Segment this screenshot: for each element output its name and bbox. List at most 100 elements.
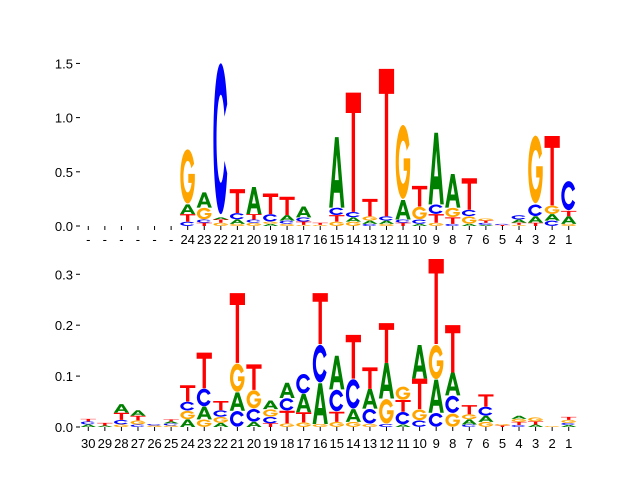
x-tick-label: 7 <box>466 436 473 451</box>
logo-letter-C <box>263 214 277 222</box>
logo-letter-A <box>544 214 560 221</box>
logo-letter-A <box>561 424 577 427</box>
logo-letter-A <box>461 419 477 425</box>
logo-letter-G <box>478 218 494 221</box>
logo-letter-A <box>213 217 229 220</box>
y-tick-label: 0.2 <box>55 318 73 333</box>
logo-letter-T <box>312 293 328 345</box>
logo-letter-G <box>345 221 361 226</box>
x-tick-label: 16 <box>313 436 327 451</box>
logo-letter-C <box>362 223 377 226</box>
logo-panel-bottom: 0.00.10.20.330 29 28 27 26 25 24 23 22 21 20 19 18 17… <box>55 259 577 451</box>
logo-letter-G <box>362 424 378 427</box>
logo-letter-T <box>411 185 428 207</box>
logo-letter-T <box>279 410 295 424</box>
x-tick-label: 5 <box>499 436 506 451</box>
logo-letter-A <box>312 383 328 424</box>
x-tick-label: 21 <box>230 436 244 451</box>
logo-letter-C <box>461 209 476 217</box>
logo-letter-T <box>494 425 511 427</box>
x-tick-label: 30 <box>81 436 95 451</box>
x-tick-label: 22 <box>214 436 228 451</box>
logo-letter-C <box>229 213 244 220</box>
logo-letter-T <box>428 259 444 345</box>
logo-letter-A <box>395 199 411 220</box>
logo-letter-C <box>114 419 128 425</box>
x-tick-label: 24 <box>180 436 194 451</box>
x-tick-label: 16 <box>313 232 327 247</box>
x-tick-label: 10 <box>412 232 426 247</box>
logo-letter-T <box>229 189 246 213</box>
logo-letter-C <box>329 207 344 216</box>
logo-letter-G <box>329 422 344 427</box>
logo-letter-C <box>511 425 526 427</box>
x-tick-label: 21 <box>230 232 244 247</box>
logo-letter-G <box>345 422 361 427</box>
logo-letter-T <box>461 405 477 415</box>
logo-letter-T <box>345 334 361 379</box>
x-tick-label: 18 <box>280 436 294 451</box>
logo-letter-C <box>213 410 228 417</box>
logo-letter-A <box>478 224 494 226</box>
logo-letter-A <box>511 415 527 419</box>
logo-letter-G <box>412 409 427 421</box>
logo-letter-C <box>478 406 493 416</box>
logo-letter-T <box>461 178 477 210</box>
y-tick-label: 1.0 <box>55 111 73 126</box>
logo-letter-T <box>97 422 113 426</box>
logo-letter-T <box>196 352 212 389</box>
logo-letter-G <box>246 390 262 409</box>
logo-letter-C <box>345 212 360 218</box>
logo-letter-T <box>180 385 196 402</box>
logo-letter-T <box>80 418 96 422</box>
logo-letter-G <box>478 422 494 427</box>
logo-letter-G <box>561 223 576 226</box>
logo-letter-C <box>279 220 294 224</box>
x-tick-label: - <box>103 232 107 247</box>
logo-letter-C <box>163 423 178 426</box>
logo-letter-G <box>230 363 245 392</box>
logo-letter-G <box>528 417 543 422</box>
logo-letter-T <box>561 416 577 420</box>
x-tick-label: 13 <box>363 436 377 451</box>
logo-letter-T <box>329 215 345 222</box>
y-tick-label: 0.5 <box>55 165 73 180</box>
logo-letter-T <box>511 421 527 425</box>
logo-letter-C <box>561 181 576 211</box>
x-tick-label: 24 <box>180 232 194 247</box>
logo-letter-T <box>246 364 262 390</box>
logo-letter-T <box>378 68 395 217</box>
x-tick-label: 29 <box>98 436 112 451</box>
y-tick-label: 1.5 <box>55 56 73 71</box>
logo-letter-T <box>262 423 279 427</box>
logo-letter-T <box>345 92 361 212</box>
logo-letter-C <box>395 219 410 223</box>
logo-letter-T <box>130 415 146 421</box>
logo-letter-G <box>379 223 394 226</box>
logo-letter-A <box>362 388 378 409</box>
logo-letter-C <box>229 411 244 427</box>
logo-letter-C <box>544 220 559 226</box>
y-tick-label: 0.0 <box>55 219 73 234</box>
logo-letter-A <box>445 173 461 208</box>
logo-letter-G <box>279 223 295 226</box>
x-tick-label: 28 <box>114 436 128 451</box>
logo-letter-A <box>180 419 196 427</box>
logo-letter-A <box>428 379 444 413</box>
logo-letter-A <box>561 216 577 224</box>
logo-letter-G <box>213 222 228 226</box>
logo-letter-T <box>494 224 511 226</box>
logo-letter-A <box>478 415 494 422</box>
x-tick-label: - <box>86 232 90 247</box>
logo-letter-T <box>312 222 328 225</box>
x-tick-label: 14 <box>346 436 360 451</box>
logo-letter-A <box>527 216 544 223</box>
x-tick-label: 26 <box>147 436 161 451</box>
logo-letter-A <box>345 217 361 222</box>
logo-letter-A <box>97 425 113 427</box>
logo-letter-C <box>412 219 427 224</box>
logo-letter-G <box>428 344 444 380</box>
logo-letter-G <box>230 223 245 226</box>
logo-letter-G <box>362 216 378 221</box>
